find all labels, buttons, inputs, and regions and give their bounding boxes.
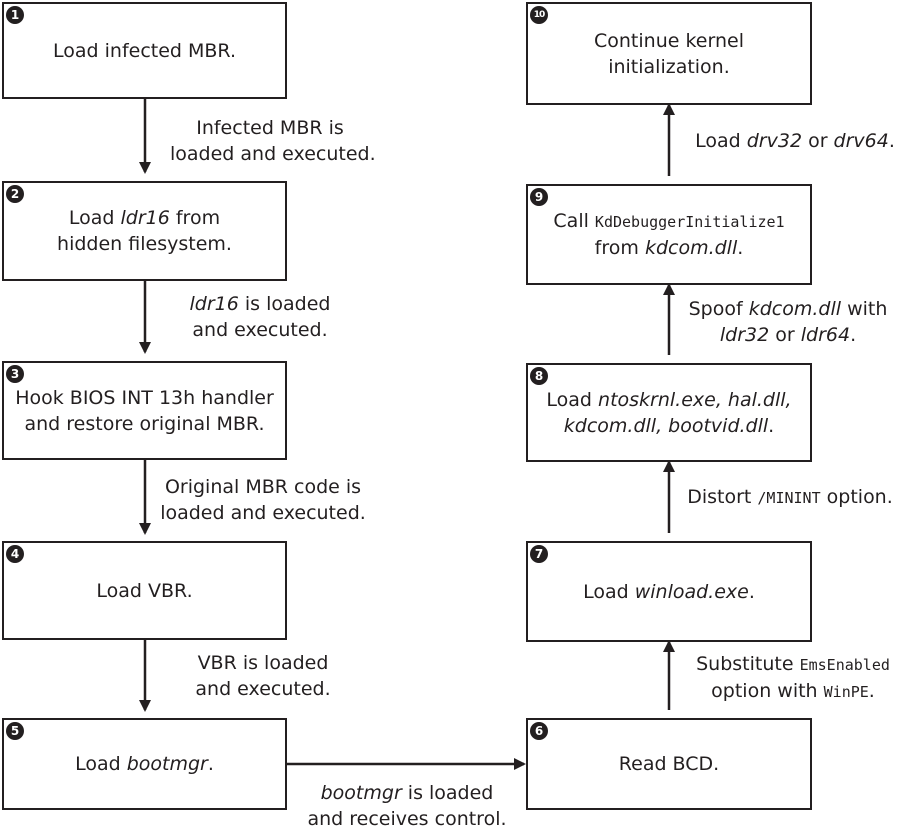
transition-1-2-label: Infected MBR is loaded and executed. (170, 117, 376, 165)
step-8-box: 8 Load ntoskrnl.exe, hal.dll, kdcom.dll,… (526, 363, 812, 462)
step-1-text: Load infected MBR. (53, 39, 236, 62)
step-3-line-2: and restore original MBR. (24, 412, 265, 435)
step-10-box: 10 Continue kernel initialization. (526, 2, 812, 105)
transition-5-6-label: bootmgr is loaded and receives control. (307, 782, 507, 830)
step-3-number: 3 (6, 365, 24, 383)
step-9-line-1: Call KdDebuggerInitialize1 (553, 210, 785, 232)
step-1-number: 1 (6, 6, 24, 24)
step-8-line-2: kdcom.dll, bootvid.dll. (563, 414, 775, 437)
transition-4-5-label: VBR is loaded and executed. (195, 652, 331, 700)
step-5-text: Load bootmgr. (75, 753, 214, 775)
step-7-number: 7 (530, 545, 548, 563)
step-6-text: Read BCD. (618, 753, 720, 775)
step-9-line-2: from kdcom.dll. (594, 237, 744, 259)
step-8-line-1: Load ntoskrnl.exe, hal.dll, (546, 388, 792, 411)
transition-2-3-label: ldr16 is loaded and executed. (189, 293, 331, 341)
step-9-box: 9 Call KdDebuggerInitialize1 from kdcom.… (526, 184, 812, 285)
step-5-box: 5 Load bootmgr. (2, 718, 287, 810)
step-4-number: 4 (6, 545, 24, 563)
step-10-line-1: Continue kernel (594, 29, 744, 52)
step-7-text: Load winload.exe. (583, 580, 755, 603)
step-5-number: 5 (6, 722, 24, 740)
step-3-line-1: Hook BIOS INT 13h handler (15, 386, 274, 409)
step-2-box: 2 Load ldr16 from hidden filesystem. (2, 181, 287, 281)
step-2-line-2: hidden filesystem. (57, 233, 232, 255)
step-7-box: 7 Load winload.exe. (526, 541, 812, 642)
step-8-number: 8 (530, 367, 548, 385)
transition-6-7-label: Substitute EmsEnabled option with WinPE. (696, 653, 890, 702)
step-1-box: 1 Load infected MBR. (2, 2, 287, 99)
transition-9-10-label: Load drv32 or drv64. (695, 130, 895, 152)
step-6-box: 6 Read BCD. (526, 718, 812, 810)
transition-8-9-label: Spoof kdcom.dll with ldr32 or ldr64. (688, 298, 888, 346)
step-4-box: 4 Load VBR. (2, 541, 287, 640)
transition-3-4-label: Original MBR code is loaded and executed… (160, 476, 366, 524)
step-4-text: Load VBR. (96, 579, 193, 602)
step-2-number: 2 (6, 185, 24, 203)
step-10-number: 10 (530, 6, 548, 24)
step-10-line-2: initialization. (608, 55, 730, 78)
step-3-box: 3 Hook BIOS INT 13h handler and restore … (2, 361, 287, 460)
step-2-line-1: Load ldr16 from (68, 207, 221, 229)
transition-7-8-label: Distort /MININT option. (687, 486, 893, 508)
step-6-number: 6 (530, 722, 548, 740)
step-9-number: 9 (530, 188, 548, 206)
